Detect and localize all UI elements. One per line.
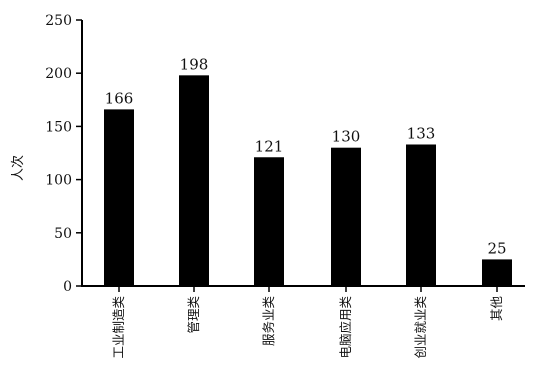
category-label: 创业就业类 — [413, 296, 428, 359]
category-label: 其他 — [489, 296, 504, 322]
category-labels: 工业制造类 管理类 服务业类 电脑应用类 创业就业类 其他 — [111, 286, 504, 359]
y-tick-label: 250 — [45, 13, 72, 29]
bar — [482, 259, 512, 286]
bar — [254, 157, 284, 286]
y-tick-label: 200 — [45, 66, 72, 82]
data-label: 130 — [332, 128, 361, 146]
y-axis-title: 人次 — [10, 155, 26, 181]
data-label: 25 — [487, 239, 506, 257]
data-label: 198 — [180, 55, 209, 73]
bar — [179, 75, 209, 286]
category-label: 服务业类 — [261, 296, 276, 347]
bar — [331, 147, 361, 286]
data-label: 166 — [105, 89, 134, 107]
category-label: 管理类 — [186, 296, 201, 334]
y-tick-label: 150 — [45, 119, 72, 135]
category-label: 工业制造类 — [111, 296, 126, 359]
category-label: 电脑应用类 — [338, 296, 353, 359]
y-tick-label: 50 — [54, 226, 72, 242]
data-label: 133 — [407, 124, 436, 142]
bar — [104, 109, 134, 286]
data-label: 121 — [255, 137, 284, 155]
bars: 166 198 121 130 133 25 — [104, 55, 512, 286]
y-tick-label: 100 — [45, 173, 72, 189]
y-tick-label: 0 — [63, 279, 72, 295]
bar — [406, 144, 436, 286]
y-ticks: 0 50 100 150 200 250 — [45, 13, 82, 295]
